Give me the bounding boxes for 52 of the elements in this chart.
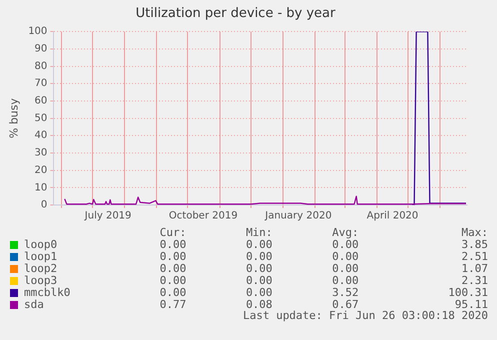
y-axis-title: % busy: [7, 98, 20, 138]
x-tick-label: January 2020: [264, 210, 332, 222]
text: 0.00: [244, 250, 272, 263]
y-tick-label: 70: [34, 78, 48, 90]
text: 0.08: [244, 298, 272, 311]
y-tick-label: 80: [34, 60, 48, 72]
y-tick-label: 60: [34, 96, 48, 107]
text: 3.52: [331, 286, 359, 299]
y-tick-label: 40: [34, 130, 48, 142]
y-tick-label: 30: [34, 148, 48, 159]
text: Avg:: [331, 226, 359, 239]
text: 0.00: [331, 238, 359, 251]
text: Max:: [460, 226, 488, 239]
text: 0.00: [244, 286, 272, 299]
text: 3.85: [460, 238, 488, 251]
text: 100.31: [447, 286, 488, 299]
y-tick-label: 50: [34, 112, 48, 124]
legend-label: loop0: [23, 238, 58, 251]
legend-label: loop2: [23, 262, 58, 275]
legend-label: loop1: [23, 250, 58, 263]
text: 0.67: [332, 298, 359, 311]
y-tick-label: 10: [34, 182, 48, 194]
text: 0.00: [158, 286, 186, 299]
text: 2.51: [460, 250, 488, 263]
text: 0.00: [158, 274, 186, 287]
text: 0.00: [331, 274, 359, 287]
text: 0.00: [244, 238, 272, 251]
text: 0.00: [244, 262, 272, 275]
legend-label: mmcblk0: [23, 286, 72, 299]
text: 0.00: [158, 238, 186, 251]
chart-title: Utilization per device - by year: [136, 6, 336, 22]
text: 0.00: [331, 250, 359, 263]
text: 0.77: [158, 298, 186, 311]
y-tick-label: 20: [34, 164, 48, 176]
text: 0.00: [158, 262, 186, 275]
text: 95.11: [454, 298, 488, 311]
x-tick-label: July 2019: [84, 210, 132, 222]
text: 0.00: [331, 262, 359, 275]
x-tick-label: October 2019: [168, 210, 238, 222]
text: Last update: Fri Jun 26 03:00:18 2020: [242, 309, 488, 322]
y-tick-label: 0: [40, 200, 48, 211]
legend-label: sda: [23, 298, 45, 311]
x-tick-label: April 2020: [366, 210, 418, 222]
text: Cur:: [158, 226, 186, 239]
text: 0.00: [158, 250, 186, 263]
y-tick-label: 100: [28, 26, 48, 38]
text: 2.31: [460, 274, 488, 287]
text: 1.07: [460, 262, 488, 275]
text: 0.00: [244, 274, 272, 287]
y-tick-label: 90: [34, 44, 48, 55]
legend-label: loop3: [23, 274, 58, 287]
text: Min:: [244, 226, 272, 239]
